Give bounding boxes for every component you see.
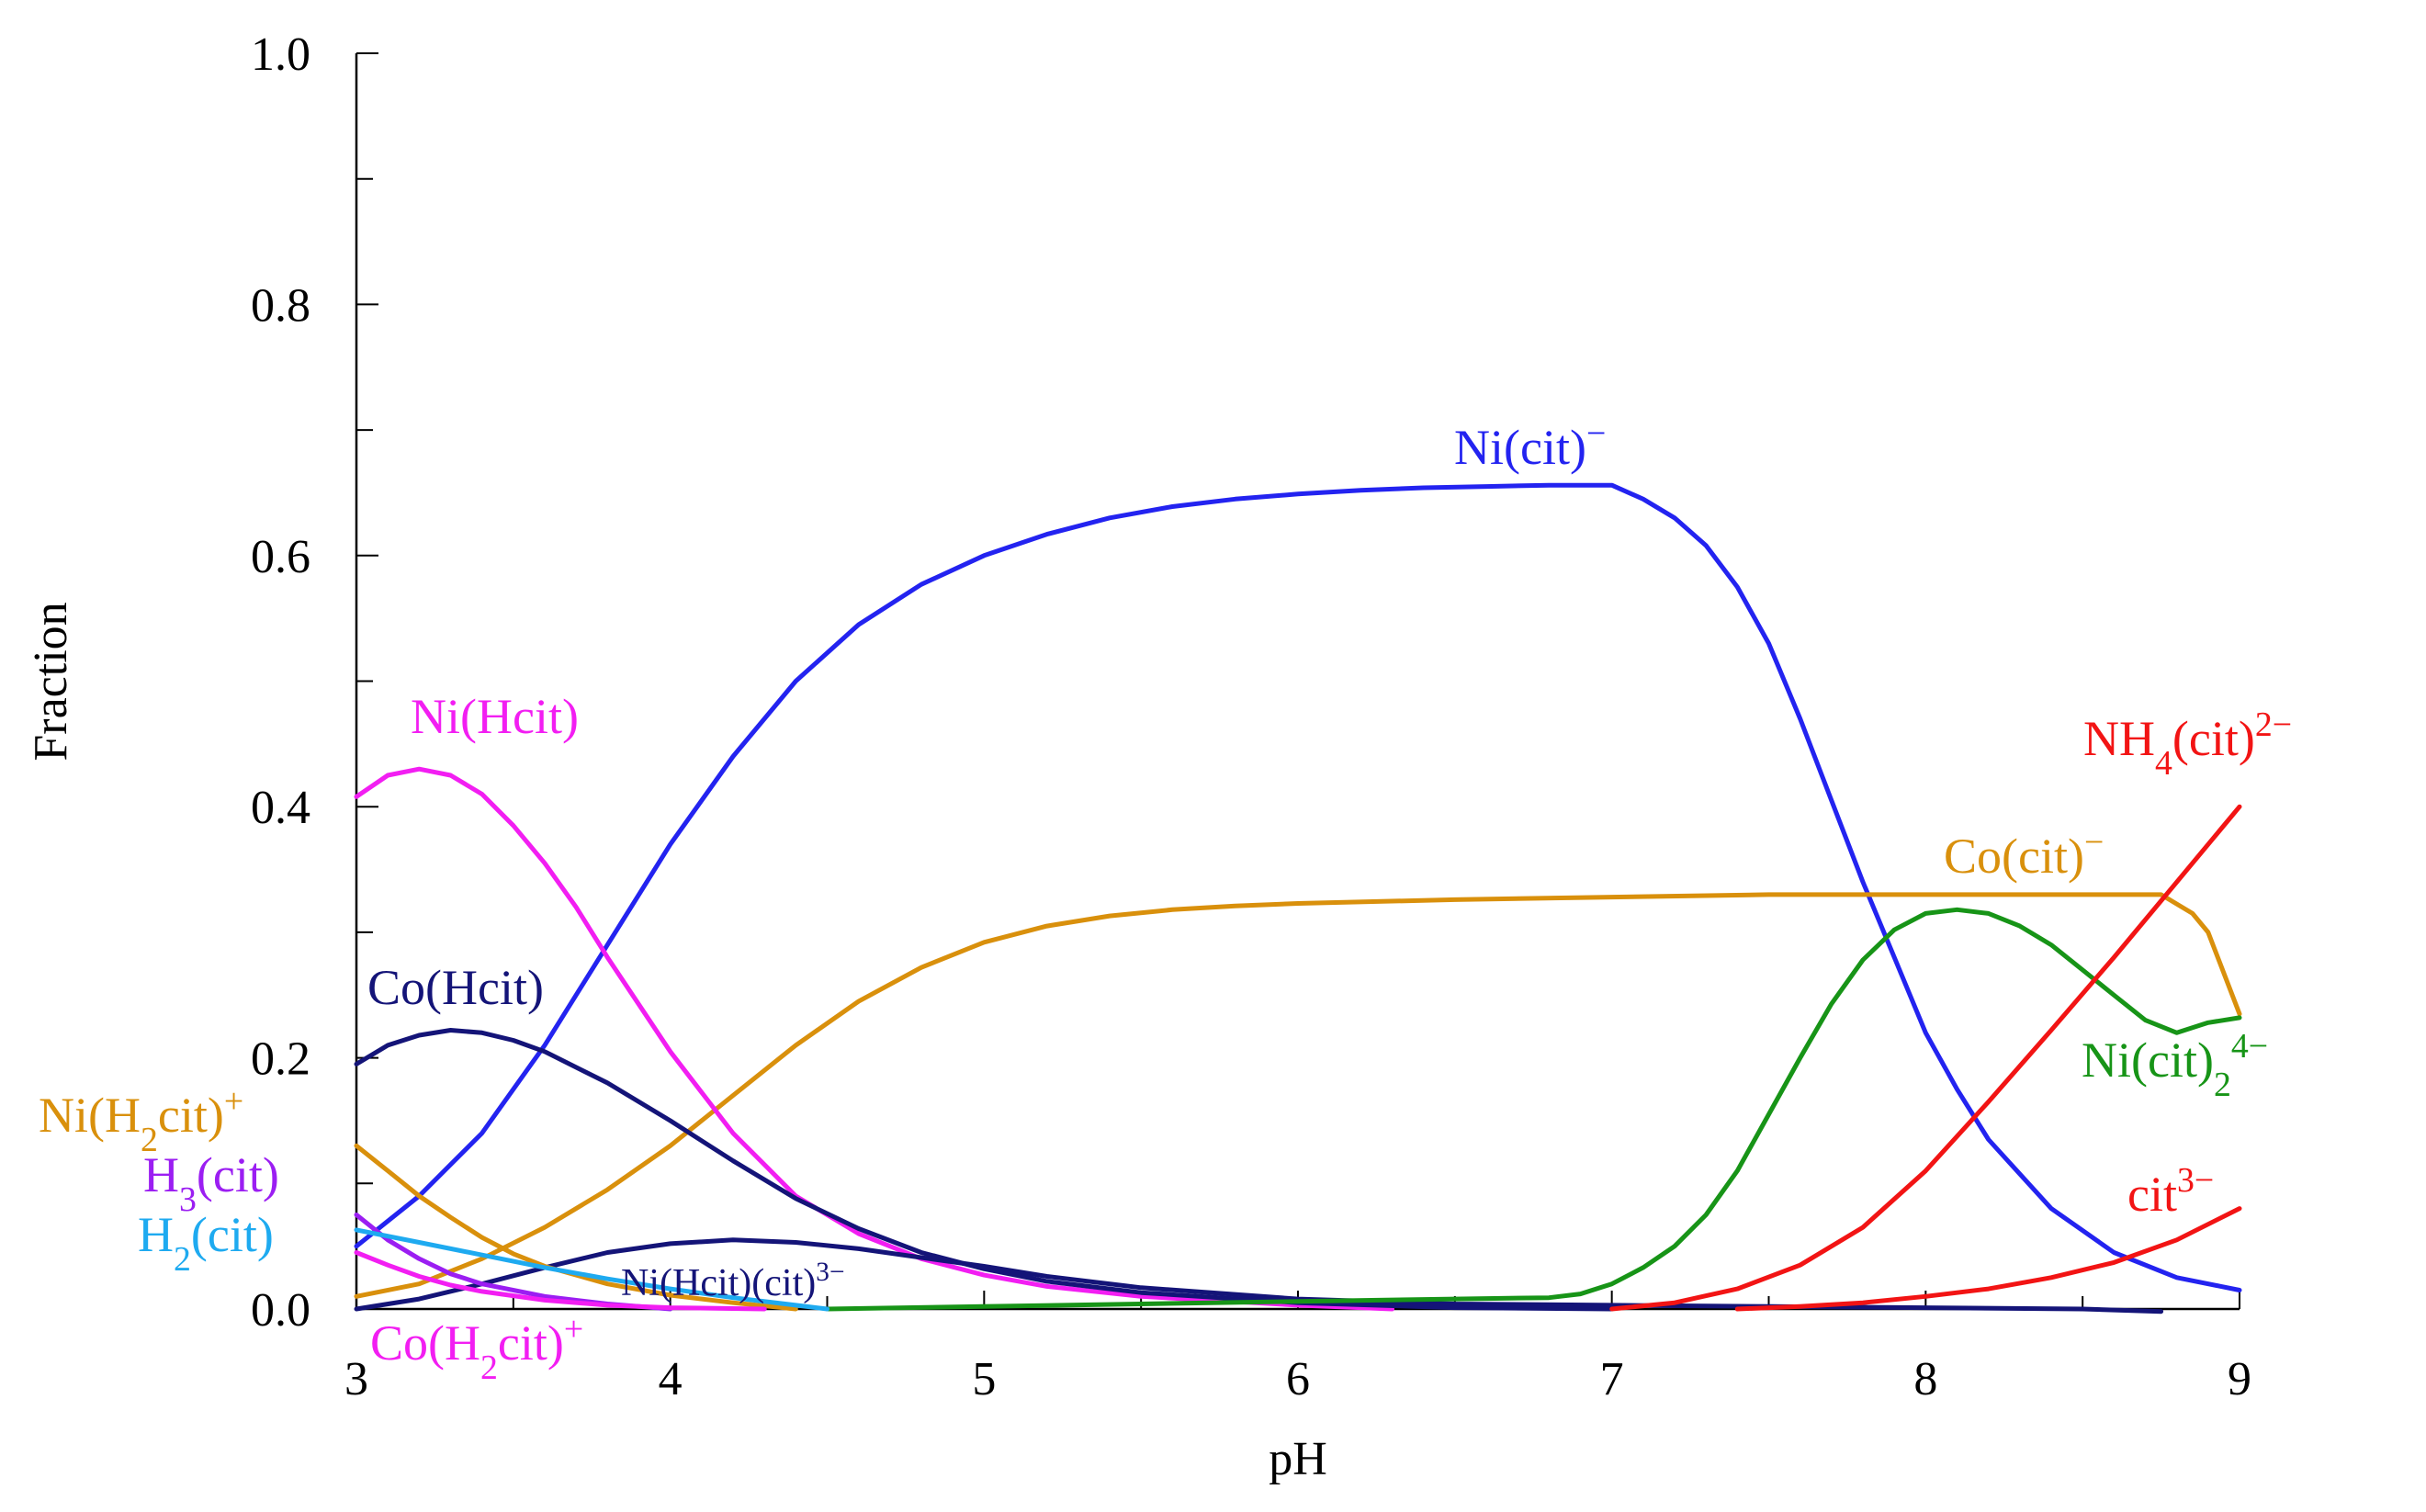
series-label-10: H2(cit) [138,1207,274,1279]
series-line-7 [1734,1206,2242,1312]
tick-labels: 0.0 0.2 0.4 0.6 0.8 1.0 3 4 5 6 7 8 9 [251,28,2251,1405]
x-axis-title: pH [1269,1433,1327,1485]
series-label-7: cit3− [2127,1161,2214,1222]
y-tick-label: 0.2 [251,1033,310,1086]
series-label-2: Ni(Hcit) [411,689,579,744]
series-label-3: Co(Hcit) [367,960,544,1015]
series-line-4 [354,1237,2164,1315]
x-tick-label: 9 [2228,1353,2251,1405]
series-line-6 [1609,804,2242,1312]
y-tick-label: 1.0 [251,28,310,81]
ticks [355,52,2240,1310]
series-label-4: Ni(Hcit)(cit)3− [621,1258,845,1304]
x-tick-label: 4 [659,1353,683,1405]
series-label-11: Co(H2cit)+ [370,1310,583,1387]
x-tick-label: 6 [1286,1353,1310,1405]
series-line-10 [354,1227,829,1312]
x-tick-label: 8 [1913,1353,1937,1405]
series-line-11 [354,1250,767,1312]
series-line-0 [354,482,2242,1292]
x-tick-label: 3 [344,1353,368,1405]
y-tick-label: 0.8 [251,279,310,332]
series-line-8 [354,1143,798,1312]
x-tick-label: 5 [972,1353,996,1405]
series-label-1: Co(cit)− [1944,823,2104,884]
y-axis-title: Fraction [25,602,77,761]
y-tick-label: 0.4 [251,782,310,834]
series-labels: Ni(cit)− Co(cit)− Ni(Hcit) Co(Hcit) Ni(Hcit)… [39,414,2292,1387]
y-tick-label: 0.0 [251,1284,310,1337]
y-tick-label: 0.6 [251,531,310,583]
series-line-1 [354,892,2242,1299]
series-line-3 [354,1028,1615,1312]
series-label-9: H3(cit) [143,1147,279,1219]
series-label-8: Ni(H2cit)+ [39,1082,243,1159]
series-label-0: Ni(cit)− [1454,414,1606,475]
series-line-2 [354,766,1394,1312]
series-line-5 [825,907,2242,1312]
series-label-6: NH4(cit)2− [2083,705,2292,783]
series-lines [354,482,2242,1315]
axes [355,53,2240,1311]
x-tick-label: 7 [1600,1353,1624,1405]
series-label-5: Ni(cit)24− [2082,1027,2268,1104]
